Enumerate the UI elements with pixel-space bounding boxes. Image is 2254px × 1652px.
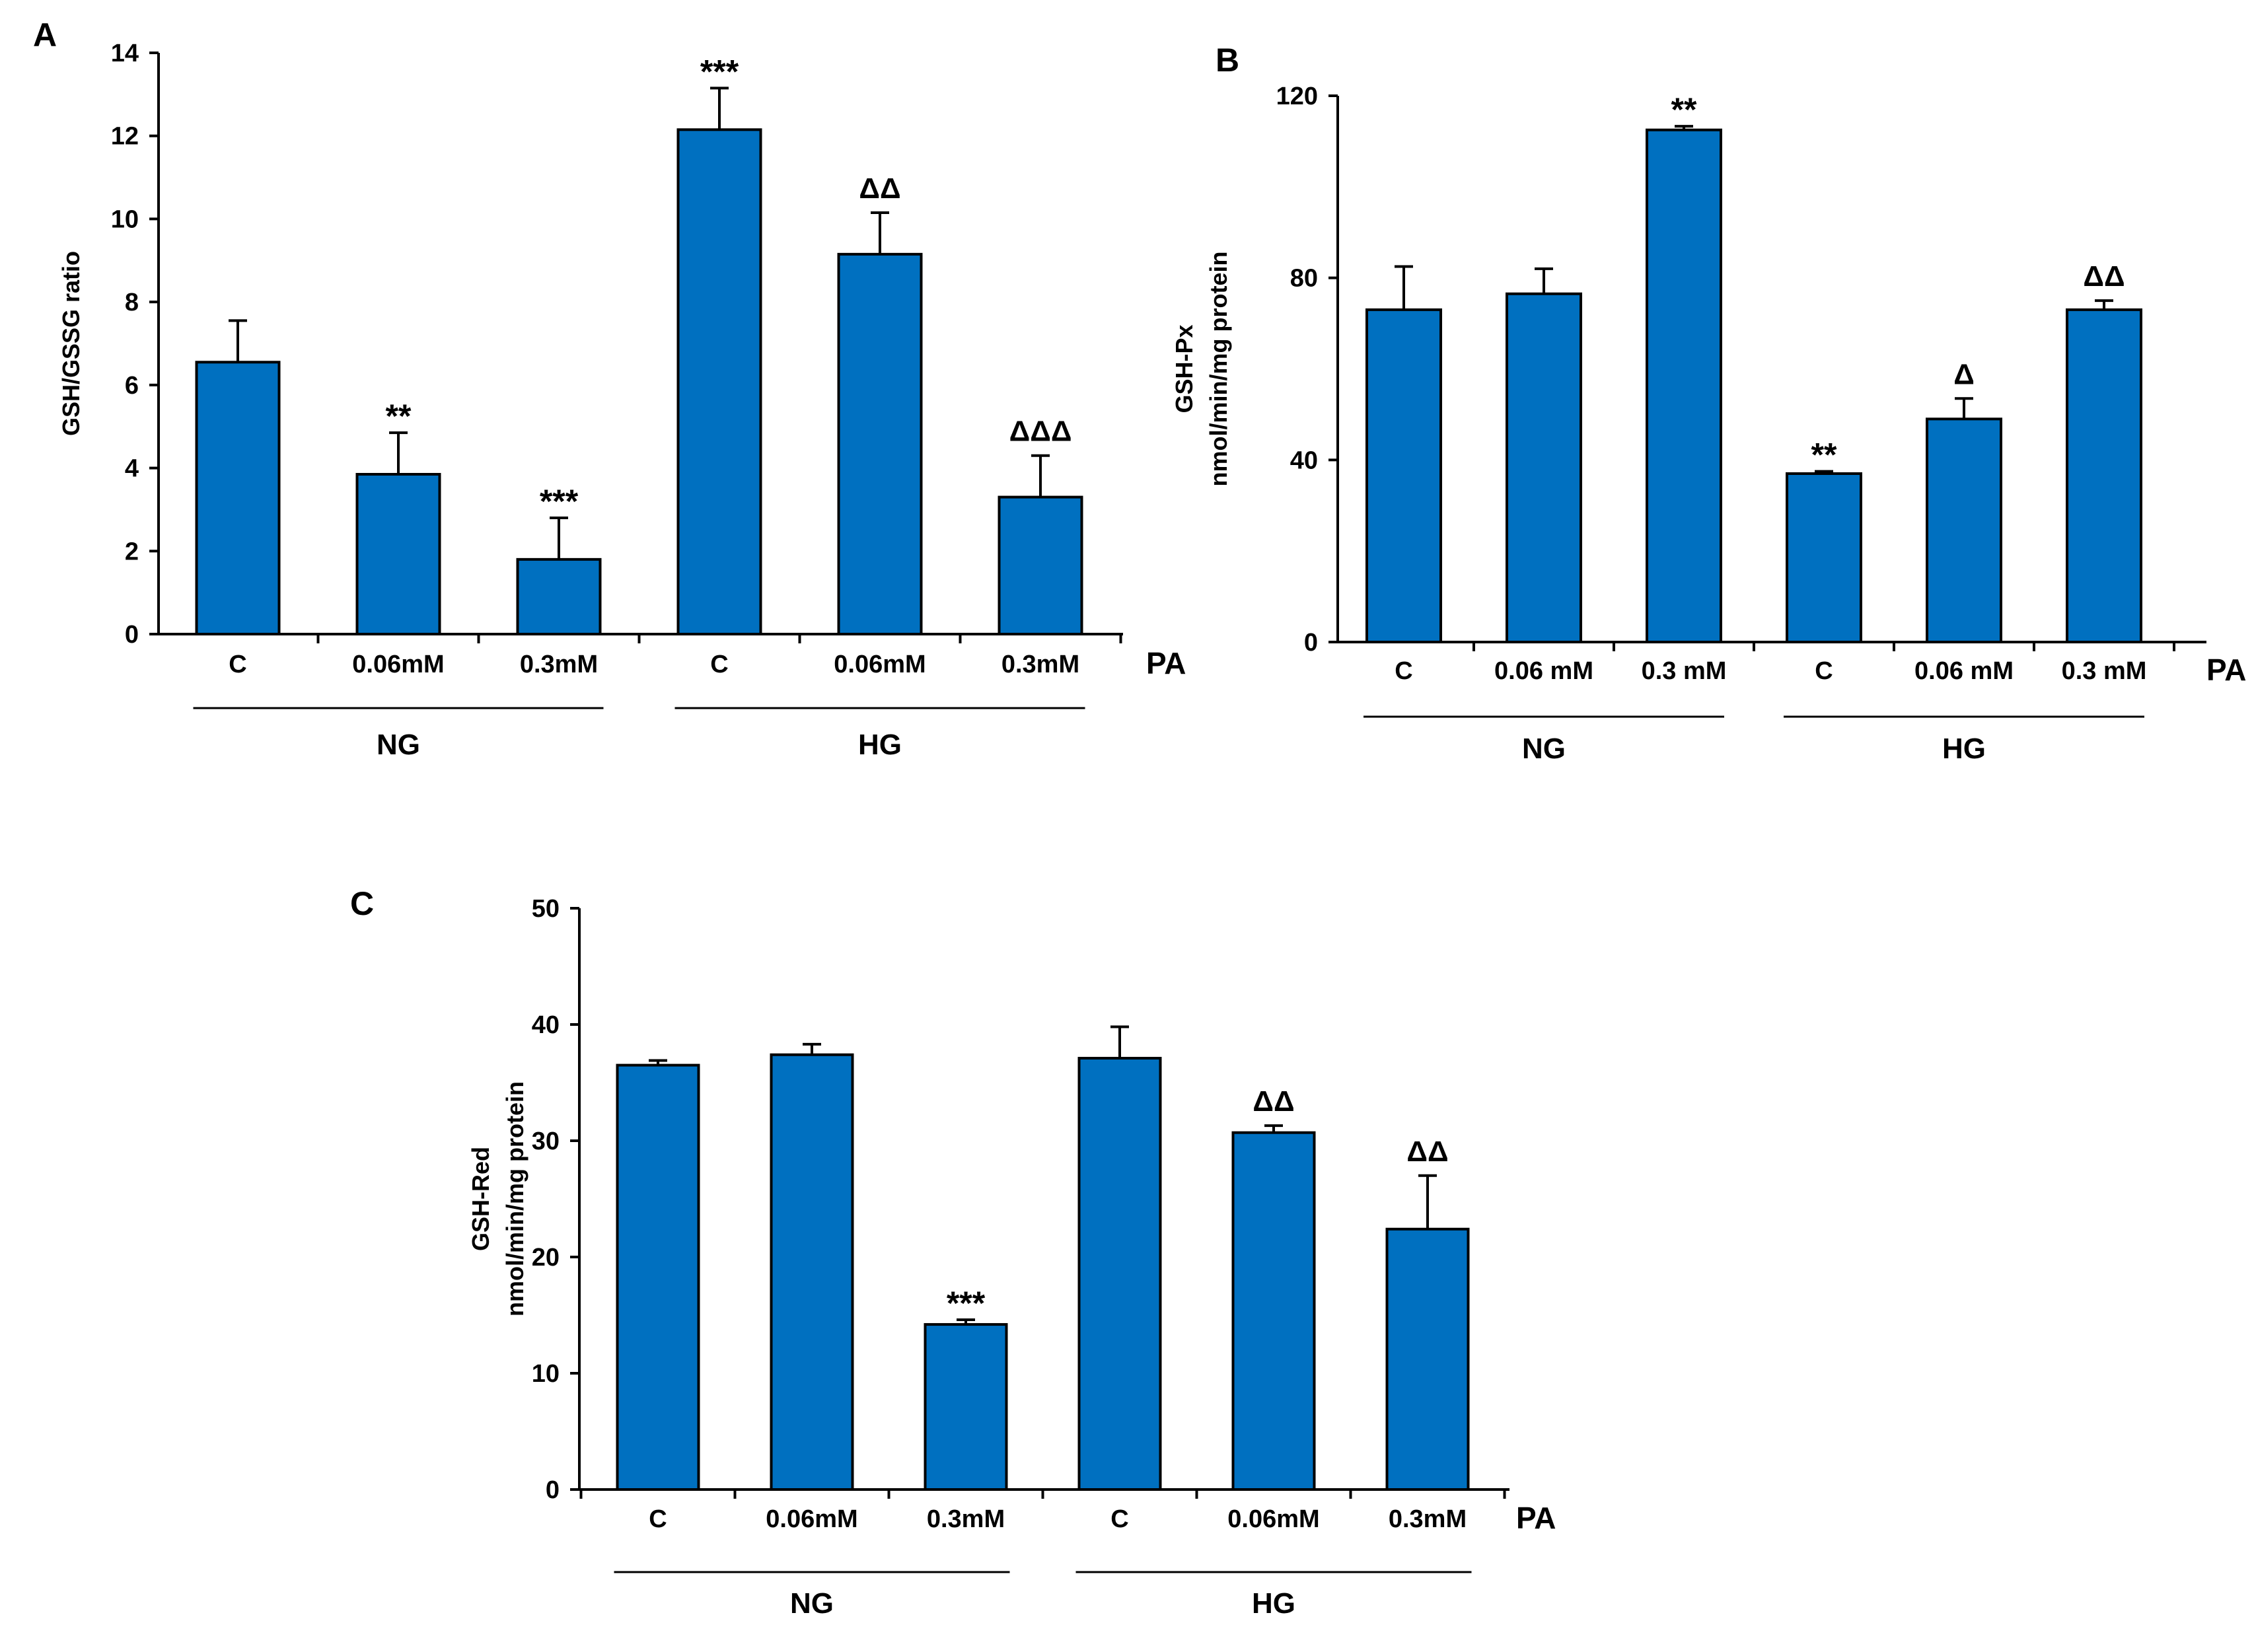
panel-a-significance-label: ***	[540, 483, 579, 520]
panel-b-category-label: 0.06 mM	[1914, 657, 2014, 685]
panel-a-bar	[195, 361, 281, 635]
panel-c-group-label: HG	[1252, 1587, 1295, 1620]
panel-c-bar	[616, 1063, 700, 1491]
panel-c-category-label: 0.3mM	[927, 1505, 1005, 1533]
panel-b-significance-label: **	[1811, 437, 1837, 474]
panel-c-y-tick-label: 20	[532, 1244, 560, 1272]
panel-a-bar	[516, 557, 602, 635]
panel-c-bar	[770, 1053, 854, 1491]
panel-a-y-tick-label: 4	[125, 455, 139, 483]
panel-b-significance-label: ΔΔ	[2083, 260, 2125, 293]
panel-a-category-label: C	[229, 651, 246, 678]
panel-a-y-tick-label: 0	[125, 621, 139, 649]
panel-c-y-tick-label: 50	[532, 895, 560, 923]
panel-a-y-tick-label: 8	[125, 289, 139, 316]
panel-b-bar	[1365, 308, 1442, 643]
panel-a-y-tick-label: 14	[111, 40, 139, 67]
panel-c-category-label: C	[1110, 1505, 1128, 1533]
panel-a-significance-label: **	[386, 398, 412, 435]
panel-c-y-tick-label: 30	[532, 1128, 560, 1155]
panel-b-group-label: NG	[1522, 733, 1566, 765]
panel-b-significance-label: **	[1671, 91, 1697, 128]
panel-c-category-label: 0.3mM	[1389, 1505, 1467, 1533]
panel-b-y-tick-label: 40	[1290, 447, 1318, 474]
panel-a-bar	[676, 128, 762, 636]
panel-c-bar	[1231, 1131, 1316, 1491]
panel-a-treatment-label: PA	[1146, 646, 1186, 680]
panel-a-significance-label: ΔΔΔ	[1009, 415, 1072, 448]
panel-a-bar	[355, 473, 441, 635]
panel-c-category-label: 0.06mM	[766, 1505, 857, 1533]
panel-b-category-label: C	[1815, 657, 1833, 685]
panel-b-y-axis-title: GSH-Px	[1171, 324, 1198, 413]
panel-a-y-tick-label: 2	[125, 538, 139, 565]
panel-c-category-label: 0.06mM	[1227, 1505, 1319, 1533]
panel-c-label: C	[350, 885, 374, 922]
panel-c-y-tick-label: 0	[546, 1476, 560, 1504]
panel-b-label: B	[1216, 42, 1239, 79]
panel-c-y-axis-title: GSH-Red	[467, 1147, 494, 1251]
panel-c-y-tick-label: 40	[532, 1011, 560, 1039]
panel-a-category-label: C	[710, 651, 728, 678]
panel-b-bar	[1646, 128, 1722, 643]
panel-b-group-label: HG	[1942, 733, 1986, 765]
panel-a-significance-label: ΔΔ	[859, 172, 900, 205]
panel-c-significance-label: ***	[947, 1285, 986, 1322]
panel-b-bar	[1506, 292, 1582, 644]
panel-c-significance-label: ΔΔ	[1406, 1135, 1448, 1168]
panel-b-bar	[1926, 417, 2002, 644]
panel-a-y-tick-label: 10	[111, 205, 139, 233]
panel-b-y-tick-label: 0	[1304, 629, 1318, 657]
panel-a-bar	[837, 252, 923, 636]
panel-a-category-label: 0.3mM	[520, 651, 598, 678]
panel-c-treatment-label: PA	[1516, 1501, 1556, 1535]
panel-a-group-label: NG	[377, 729, 420, 761]
panel-a-category-label: 0.06mM	[352, 651, 444, 678]
panel-c-y-tick-label: 10	[532, 1360, 560, 1388]
panel-b-category-label: 0.3 mM	[1642, 657, 1727, 685]
panel-b-y-tick-label: 120	[1276, 83, 1318, 110]
panel-c-group-label: NG	[790, 1587, 834, 1620]
panel-b-y-axis-title: nmol/min/mg protein	[1205, 252, 1232, 487]
panel-b-treatment-label: PA	[2206, 653, 2247, 687]
panel-c-category-label: C	[649, 1505, 667, 1533]
panel-c-bar	[1385, 1227, 1470, 1491]
panel-a-category-label: 0.06mM	[834, 651, 926, 678]
panel-b-bar	[2066, 308, 2142, 643]
panel-a-group-label: HG	[858, 729, 902, 761]
panel-a-category-label: 0.3mM	[1001, 651, 1079, 678]
panel-a-y-tick-label: 12	[111, 123, 139, 151]
panel-a-bar	[998, 495, 1083, 635]
panel-b-significance-label: Δ	[1953, 358, 1975, 390]
panel-a-significance-label: ***	[700, 53, 739, 90]
panel-b-bar	[1786, 472, 1862, 644]
panel-b-category-label: 0.06 mM	[1494, 657, 1593, 685]
panel-c-bar	[1077, 1057, 1162, 1491]
panel-a-y-axis-title: GSH/GSSG ratio	[57, 251, 85, 436]
panel-c-y-axis-title: nmol/min/mg protein	[501, 1081, 528, 1316]
panel-b-y-tick-label: 80	[1290, 265, 1318, 293]
panel-b-category-label: C	[1395, 657, 1412, 685]
panel-a-label: A	[33, 17, 57, 54]
panel-a-y-tick-label: 6	[125, 372, 139, 400]
panel-b-category-label: 0.3 mM	[2062, 657, 2147, 685]
panel-c-significance-label: ΔΔ	[1253, 1085, 1294, 1118]
panel-c-bar	[924, 1323, 1008, 1491]
